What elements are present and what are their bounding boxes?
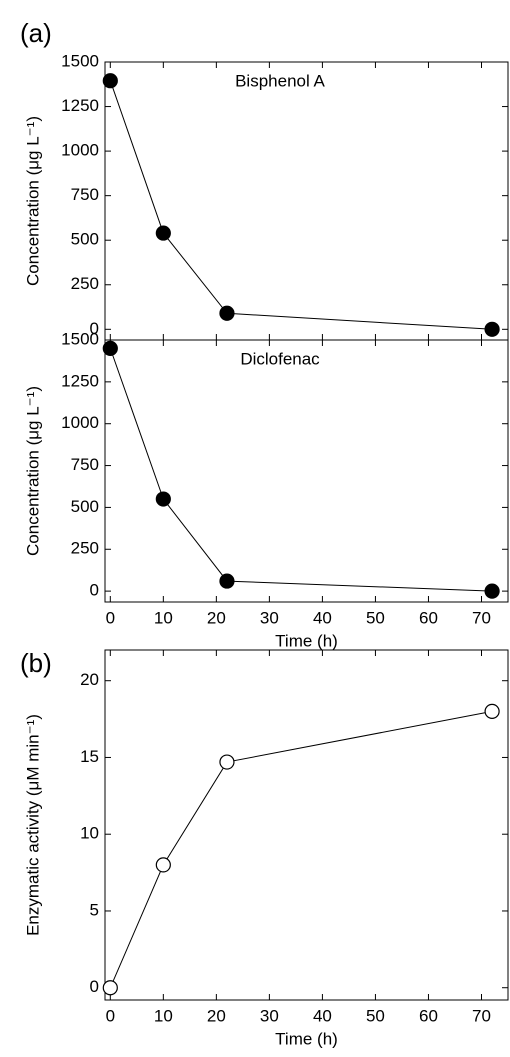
data-line [109,80,493,330]
plot-frame [104,339,509,603]
x-tick-label: 60 [419,608,438,627]
y-tick-label: 250 [71,539,99,558]
data-point [155,225,171,241]
y-tick-label: 0 [90,581,99,600]
panel-title: Bisphenol A [235,71,325,90]
x-axis-label: Time (h) [275,1029,338,1048]
y-tick-label: 1500 [61,329,99,348]
x-tick-label: 20 [207,608,226,627]
x-tick-label: 40 [313,1006,332,1025]
y-tick-label: 750 [71,455,99,474]
x-tick-label: 50 [366,1006,385,1025]
x-tick-label: 70 [472,1006,491,1025]
y-axis-label: Concentration (μg L⁻¹) [23,116,42,286]
y-tick-label: 1000 [61,413,99,432]
x-tick-label: 10 [154,1006,173,1025]
plot-frame [104,649,509,1001]
y-tick-label: 15 [80,747,99,766]
y-tick-label: 1250 [61,371,99,390]
y-tick-label: 0 [90,319,99,338]
y-tick-label: 750 [71,185,99,204]
data-point [484,321,500,337]
x-tick-label: 20 [207,1006,226,1025]
x-tick-label: 30 [260,608,279,627]
data-point [155,491,171,507]
x-tick-label: 0 [106,1006,115,1025]
x-tick-label: 60 [419,1006,438,1025]
y-tick-label: 500 [71,230,99,249]
data-point [219,573,235,589]
x-tick-label: 70 [472,608,491,627]
data-point [102,73,118,89]
y-axis-label: Concentration (μg L⁻¹) [23,386,42,556]
y-tick-label: 250 [71,274,99,293]
data-point [102,980,118,996]
data-point [484,703,500,720]
x-axis-label: Time (h) [275,631,338,650]
data-point [102,340,118,356]
data-line [109,348,493,592]
y-tick-label: 5 [90,900,99,919]
plot-frame [104,61,509,341]
panel-label: (b) [20,648,52,678]
y-tick-label: 10 [80,824,99,843]
y-tick-label: 1250 [61,96,99,115]
data-point [484,583,500,599]
x-tick-label: 10 [154,608,173,627]
data-point [219,305,235,321]
data-point [155,857,171,873]
x-tick-label: 40 [313,608,332,627]
data-line [109,710,493,988]
data-point [219,754,235,770]
panel-label: (a) [20,18,52,48]
y-axis-label: Enzymatic activity (μM min⁻¹) [23,714,42,936]
x-tick-label: 30 [260,1006,279,1025]
x-tick-label: 50 [366,608,385,627]
y-tick-label: 1500 [61,51,99,70]
y-tick-label: 500 [71,497,99,516]
panel-title: Diclofenac [240,349,320,368]
y-tick-label: 0 [90,977,99,996]
y-tick-label: 1000 [61,141,99,160]
y-tick-label: 20 [80,670,99,689]
x-tick-label: 0 [106,608,115,627]
